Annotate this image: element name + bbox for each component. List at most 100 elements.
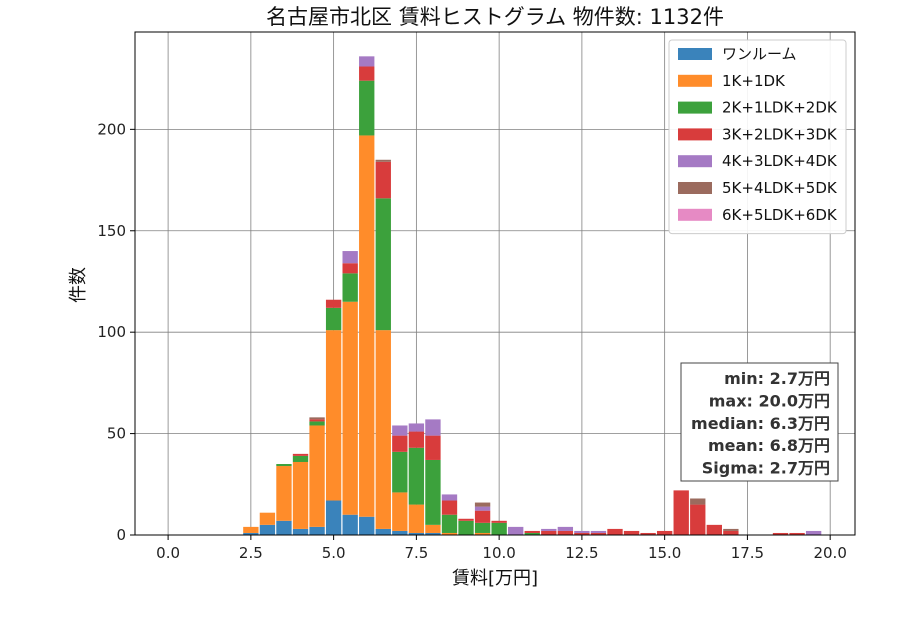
bar-segment bbox=[557, 530, 574, 535]
x-tick-label: 17.5 bbox=[731, 544, 764, 562]
legend-label: 2K+1LDK+2DK bbox=[722, 99, 838, 117]
bar-segment bbox=[474, 506, 491, 511]
bar-segment bbox=[656, 530, 673, 535]
bar-segment bbox=[292, 528, 309, 535]
stats-line: min: 2.7万円 bbox=[724, 369, 830, 388]
bar-segment bbox=[623, 530, 640, 535]
bar-segment bbox=[375, 198, 391, 331]
bar-segment bbox=[441, 494, 458, 501]
axes bbox=[134, 31, 856, 536]
bar-segment bbox=[474, 532, 491, 535]
bar-segment bbox=[805, 530, 822, 535]
bar-segment bbox=[408, 504, 425, 533]
bar-segment bbox=[359, 80, 375, 136]
bar-segment bbox=[276, 466, 292, 521]
bar-segment bbox=[408, 447, 425, 505]
bar-segment bbox=[375, 159, 391, 162]
bar-segment bbox=[292, 453, 309, 456]
x-tick-label: 20.0 bbox=[813, 544, 846, 562]
bar-segment bbox=[342, 273, 358, 302]
bar-segment bbox=[392, 435, 408, 452]
bar-segment bbox=[292, 461, 309, 529]
stats-line: mean: 6.8万円 bbox=[708, 436, 830, 455]
bar-segment bbox=[441, 500, 458, 515]
bar-segment bbox=[342, 514, 358, 535]
x-tick-label: 12.5 bbox=[565, 544, 598, 562]
bar-segment bbox=[690, 504, 706, 535]
bar-segment bbox=[392, 451, 408, 493]
y-tick-label: 50 bbox=[107, 425, 126, 443]
bar-segment bbox=[491, 520, 507, 523]
x-tick-label: 5.0 bbox=[322, 544, 346, 562]
bar-segment bbox=[392, 492, 408, 531]
bar-segment bbox=[425, 524, 441, 533]
bar-segment bbox=[590, 532, 607, 535]
bar-segment bbox=[425, 435, 441, 460]
bar-segment bbox=[292, 455, 309, 462]
bar-segment bbox=[375, 528, 391, 535]
stats-line: Sigma: 2.7万円 bbox=[702, 459, 830, 478]
legend: ワンルーム 1K+1DK 2K+1LDK+2DK 3K+2LDK+3DK 4K+3LDK… bbox=[668, 39, 847, 235]
bar-segment bbox=[673, 490, 689, 535]
bar-segment bbox=[408, 423, 425, 432]
y-tick-label: 100 bbox=[97, 323, 126, 341]
bar-segment bbox=[342, 263, 358, 274]
bar-segment bbox=[789, 532, 805, 535]
bar-segment bbox=[408, 431, 425, 448]
legend-label: 3K+2LDK+3DK bbox=[722, 125, 838, 143]
stats-line: max: 20.0万円 bbox=[709, 391, 830, 410]
bar-segment bbox=[276, 520, 292, 535]
bar-segment bbox=[309, 419, 325, 422]
legend-label: 6K+5LDK+6DK bbox=[722, 206, 838, 224]
bar-segment bbox=[607, 528, 623, 535]
bar-segment bbox=[259, 524, 276, 535]
stats-box-frame bbox=[680, 362, 839, 482]
bar-segment bbox=[474, 502, 491, 507]
bar-segment bbox=[441, 532, 458, 535]
x-tick-label: 15.0 bbox=[648, 544, 681, 562]
bar-segment bbox=[723, 528, 739, 531]
bar-segment bbox=[723, 530, 739, 535]
y-tick-label: 150 bbox=[97, 222, 126, 240]
bar-segment bbox=[425, 532, 441, 535]
bar-segment bbox=[375, 161, 391, 199]
bar-segment bbox=[309, 526, 325, 535]
bar-segment bbox=[243, 532, 259, 535]
bar-segment bbox=[590, 530, 607, 533]
bar-segment bbox=[574, 532, 590, 535]
bar-segment bbox=[325, 330, 342, 501]
bar-segment bbox=[325, 500, 342, 535]
bar-segment bbox=[524, 530, 540, 533]
bar-segment bbox=[541, 528, 557, 531]
legend-swatch bbox=[678, 155, 712, 168]
x-tick-label: 0.0 bbox=[156, 544, 180, 562]
bar-segment bbox=[359, 56, 375, 67]
legend-swatch bbox=[678, 48, 712, 60]
legend-box bbox=[668, 39, 847, 235]
x-axis-ticks: 0.0 2.5 5.0 7.5 10.0 12.5 15.0 17.5 20.0 bbox=[156, 535, 847, 562]
bar-segment bbox=[557, 526, 574, 531]
bar-segment bbox=[772, 532, 789, 535]
bar-segment bbox=[508, 526, 524, 535]
bar-segment bbox=[359, 66, 375, 81]
legend-swatch bbox=[678, 101, 712, 114]
bar-segment bbox=[425, 459, 441, 525]
legend-swatch bbox=[678, 208, 712, 221]
bar-segment bbox=[276, 464, 292, 467]
x-tick-label: 10.0 bbox=[482, 544, 515, 562]
legend-label: 5K+4LDK+5DK bbox=[722, 179, 838, 197]
bar-segment bbox=[392, 530, 408, 535]
bar-segment bbox=[425, 419, 441, 436]
bar-segment bbox=[541, 530, 557, 535]
bar-segment bbox=[342, 301, 358, 515]
stats-box: min: 2.7万円 max: 20.0万円 median: 6.3万円 mean: … bbox=[680, 362, 839, 482]
bar-segment bbox=[309, 425, 325, 527]
x-axis-title: 賃料[万円] bbox=[452, 568, 538, 589]
bar-segment bbox=[441, 514, 458, 533]
stats-line: median: 6.3万円 bbox=[691, 414, 830, 433]
bar-segment bbox=[458, 518, 474, 521]
bars bbox=[243, 56, 822, 535]
legend-swatch bbox=[678, 182, 712, 194]
bar-segment bbox=[640, 532, 656, 535]
bar-segment bbox=[706, 524, 722, 535]
